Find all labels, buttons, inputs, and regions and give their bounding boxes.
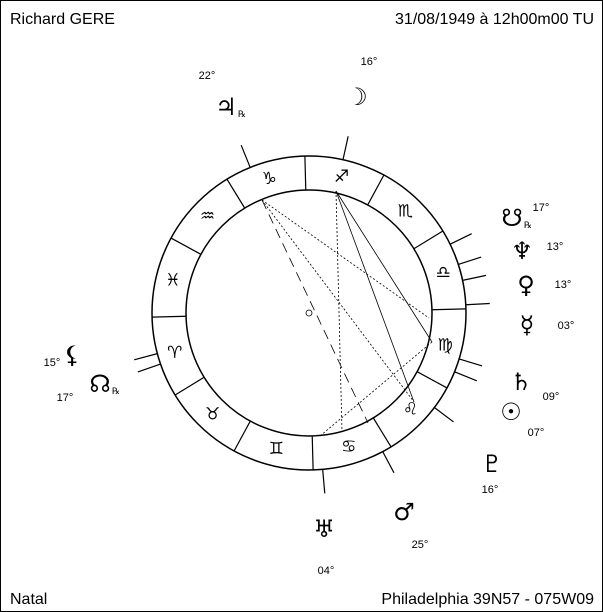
planet-degree: 22° xyxy=(199,70,216,82)
retrograde-mark: ℞ xyxy=(524,221,532,231)
planet-degree: 13° xyxy=(555,279,572,291)
sign-divider xyxy=(372,417,392,448)
planet-tick xyxy=(449,233,472,245)
sign-divider xyxy=(170,237,202,255)
native-name: Richard GERE xyxy=(10,11,115,28)
sign-glyph: ♓ xyxy=(165,270,180,290)
sign-divider xyxy=(311,435,314,470)
planet-glyph: ♃ xyxy=(215,93,237,121)
planet-glyph: ☋ xyxy=(501,204,522,232)
planet-glyph: ☽ xyxy=(346,83,368,111)
planet-degree: 03° xyxy=(558,320,575,332)
planet-glyph: ♂ xyxy=(393,498,415,526)
planet-glyph: ♀ xyxy=(517,271,535,299)
aspect-line xyxy=(335,190,343,433)
planet-degree: 09° xyxy=(543,391,560,403)
center xyxy=(305,309,313,317)
sign-glyph: ♒ xyxy=(200,207,215,227)
planet-glyph: ☊ xyxy=(89,370,110,398)
planet-tick xyxy=(462,274,487,281)
planet-degree: 04° xyxy=(318,565,335,577)
planet-glyph: ♄ xyxy=(510,368,532,396)
sign-divider xyxy=(413,230,444,250)
inner-ring xyxy=(185,189,433,437)
planet-degree: 17° xyxy=(57,392,74,404)
planet-tick xyxy=(454,371,478,382)
planet-degree: 13° xyxy=(547,241,564,253)
aspect-line xyxy=(261,199,369,424)
planet-glyph: ☿ xyxy=(520,311,535,339)
sign-glyph: ♍ xyxy=(438,336,453,356)
sign-divider xyxy=(174,376,205,396)
retrograde-mark: ℞ xyxy=(112,387,120,397)
planet-tick xyxy=(382,451,395,474)
planet-glyph: ♇ xyxy=(481,450,503,478)
retrograde-mark: ℞ xyxy=(238,110,246,120)
sign-glyph: ♉ xyxy=(205,405,220,425)
planet-glyph: ♆ xyxy=(511,237,533,265)
sign-glyph: ♐ xyxy=(334,167,349,187)
aspect-line xyxy=(335,190,415,403)
birth-datetime: 31/08/1949 à 12h00m00 TU xyxy=(395,11,594,28)
planet-degree: 17° xyxy=(533,202,550,214)
planet-degree: 16° xyxy=(361,56,378,68)
planet-degree: 16° xyxy=(482,484,499,496)
aspects xyxy=(261,190,433,437)
planet-tick xyxy=(137,363,161,373)
sign-glyph: ♌ xyxy=(403,399,418,419)
planet-tick xyxy=(322,469,326,494)
aspect-line xyxy=(335,190,433,343)
planet-tick xyxy=(465,302,490,306)
planet-tick xyxy=(240,144,251,168)
planet-tick xyxy=(458,358,483,367)
aspect-line xyxy=(319,341,433,437)
planet-glyph: ☉ xyxy=(500,398,522,426)
sign-divider xyxy=(233,420,251,452)
sign-divider xyxy=(152,315,187,318)
sign-divider xyxy=(226,178,246,209)
sign-glyph: ♋ xyxy=(341,437,356,457)
sign-glyph: ♏ xyxy=(398,201,413,221)
planet-glyph: ⚸ xyxy=(63,341,81,369)
birth-location: Philadelphia 39N57 - 075W09 xyxy=(381,591,594,608)
sign-glyph: ♑ xyxy=(262,169,277,189)
sign-glyph: ♈ xyxy=(167,343,182,363)
outer-ring xyxy=(151,155,467,471)
sign-glyph: ♎ xyxy=(436,263,451,283)
planet-tick xyxy=(458,256,482,266)
planet-degree: 25° xyxy=(412,539,429,551)
sign-divider xyxy=(367,174,385,206)
planet-degree: 07° xyxy=(528,427,545,439)
planet-tick xyxy=(434,407,454,423)
planet-degree: 15° xyxy=(44,357,61,369)
sign-glyph: ♊ xyxy=(269,439,284,459)
chart-type: Natal xyxy=(10,591,47,608)
sign-divider xyxy=(431,308,466,311)
sign-divider xyxy=(416,371,448,389)
sign-divider xyxy=(304,156,307,191)
planet-glyph: ♅ xyxy=(313,515,335,543)
planet-tick xyxy=(342,136,349,160)
planet-tick xyxy=(134,353,158,361)
